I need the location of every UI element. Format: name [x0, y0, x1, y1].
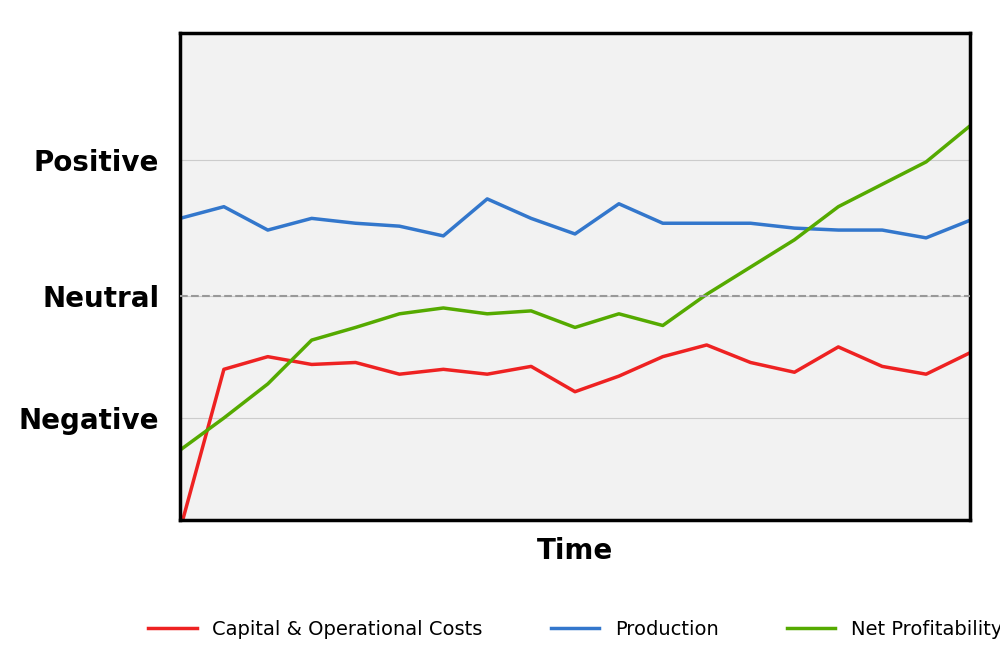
X-axis label: Time: Time	[537, 537, 613, 565]
Legend: Capital & Operational Costs, Production, Net Profitability: Capital & Operational Costs, Production,…	[140, 612, 1000, 647]
